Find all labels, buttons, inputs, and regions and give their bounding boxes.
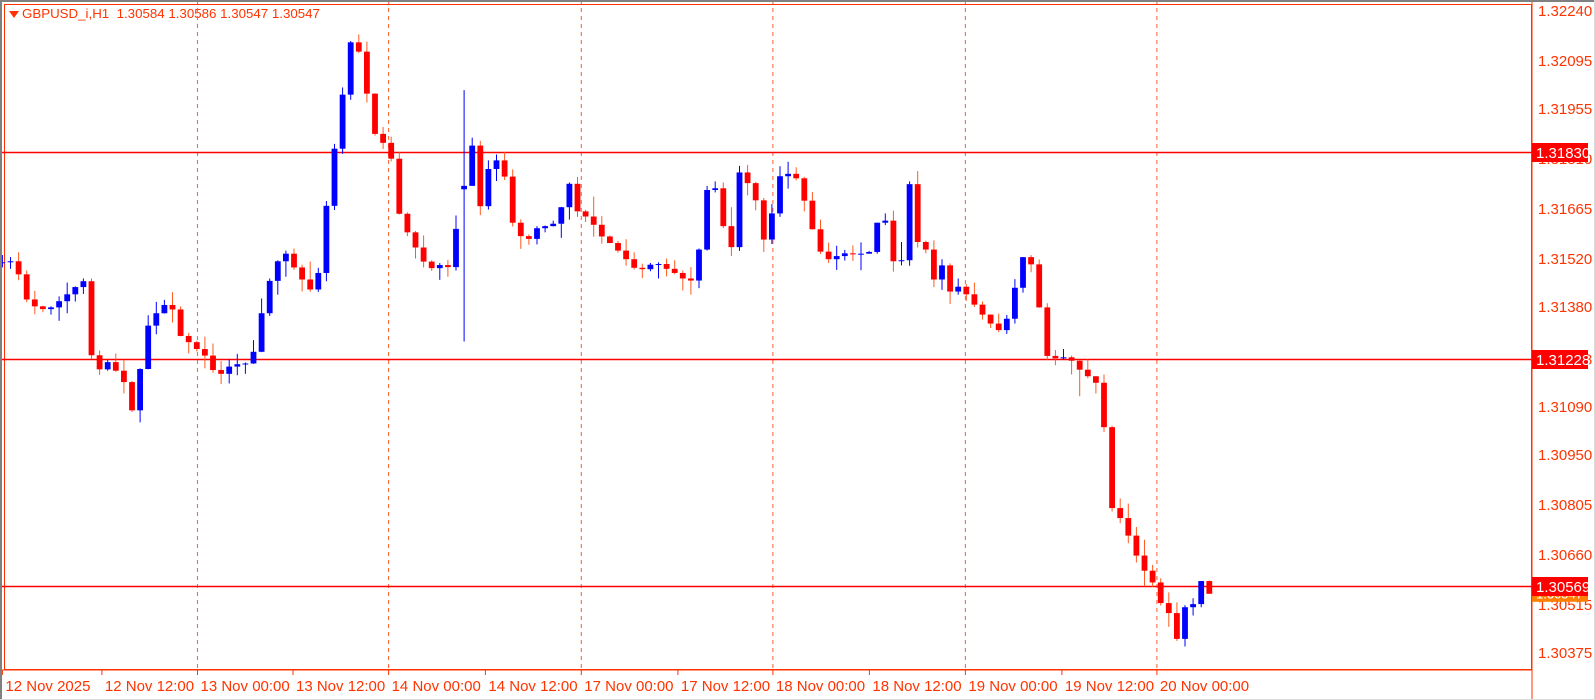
svg-text:1.31228: 1.31228 <box>1536 352 1590 369</box>
svg-text:1.30569: 1.30569 <box>1536 579 1590 596</box>
svg-text:20 Nov 00:00: 20 Nov 00:00 <box>1160 678 1249 695</box>
svg-text:1.30805: 1.30805 <box>1538 497 1592 514</box>
svg-text:12 Nov 2025: 12 Nov 2025 <box>5 678 90 695</box>
svg-text:1.32240: 1.32240 <box>1538 3 1592 20</box>
svg-text:1.32095: 1.32095 <box>1538 53 1592 70</box>
svg-text:1.31090: 1.31090 <box>1538 399 1592 416</box>
svg-text:12 Nov 12:00: 12 Nov 12:00 <box>105 678 194 695</box>
svg-text:18 Nov 00:00: 18 Nov 00:00 <box>776 678 865 695</box>
svg-text:1.31380: 1.31380 <box>1538 299 1592 316</box>
svg-text:1.30660: 1.30660 <box>1538 547 1592 564</box>
svg-text:14 Nov 12:00: 14 Nov 12:00 <box>488 678 577 695</box>
svg-text:14 Nov 00:00: 14 Nov 00:00 <box>392 678 481 695</box>
svg-text:1.31955: 1.31955 <box>1538 101 1592 118</box>
svg-text:17 Nov 00:00: 17 Nov 00:00 <box>584 678 673 695</box>
svg-text:13 Nov 00:00: 13 Nov 00:00 <box>201 678 290 695</box>
svg-text:1.31520: 1.31520 <box>1538 251 1592 268</box>
svg-text:13 Nov 12:00: 13 Nov 12:00 <box>296 678 385 695</box>
svg-text:1.30375: 1.30375 <box>1538 645 1592 662</box>
svg-text:19 Nov 12:00: 19 Nov 12:00 <box>1065 678 1154 695</box>
svg-text:GBPUSD_i,H1 1.30584 1.30586 1: GBPUSD_i,H1 1.30584 1.30586 1.30547 1.30… <box>22 6 320 21</box>
svg-text:17 Nov 12:00: 17 Nov 12:00 <box>681 678 770 695</box>
svg-text:1.31830: 1.31830 <box>1536 145 1590 162</box>
svg-text:1.31665: 1.31665 <box>1538 201 1592 218</box>
svg-text:1.30950: 1.30950 <box>1538 447 1592 464</box>
svg-text:18 Nov 12:00: 18 Nov 12:00 <box>872 678 961 695</box>
svg-text:19 Nov 00:00: 19 Nov 00:00 <box>968 678 1057 695</box>
